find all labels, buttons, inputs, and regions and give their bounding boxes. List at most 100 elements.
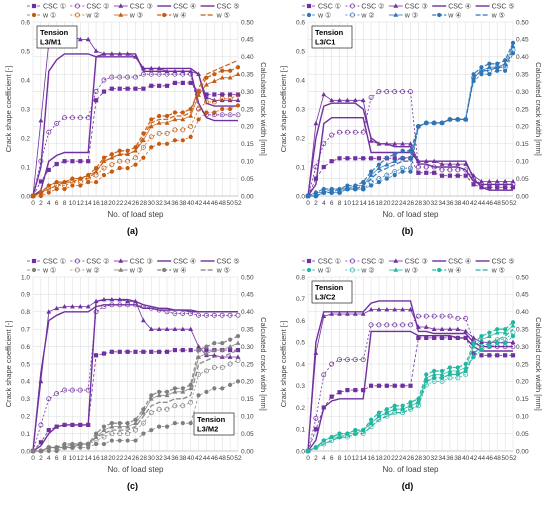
x-tick-label: 20	[108, 455, 116, 462]
series-point	[439, 326, 445, 331]
series-point	[431, 371, 437, 377]
legend-marker	[349, 258, 355, 264]
x-tick-label: 48	[494, 455, 502, 462]
x-tick-label: 14	[360, 455, 368, 462]
series-point	[62, 186, 67, 192]
series-point	[220, 68, 225, 73]
panel-title-line: L3/M2	[197, 425, 218, 434]
series-point	[463, 173, 468, 178]
series-line	[32, 53, 238, 197]
series-point	[46, 190, 51, 195]
series-point	[164, 389, 170, 394]
series-point	[337, 156, 342, 161]
series-point	[329, 361, 335, 367]
y-left-tick-label: 0.6	[296, 19, 305, 26]
series-point	[376, 410, 382, 415]
series	[305, 40, 516, 199]
series-point	[455, 173, 460, 178]
y-right-tick-label: 0.30	[516, 89, 529, 96]
series-point	[180, 421, 185, 426]
series-point	[212, 72, 217, 77]
series-point	[133, 86, 138, 91]
x-tick-label: 28	[415, 200, 423, 207]
x-tick-label: 48	[494, 200, 502, 207]
x-tick-label: 2	[314, 455, 318, 462]
legend-label: w ①	[42, 267, 56, 275]
series-line	[308, 49, 514, 197]
series-point	[392, 307, 398, 312]
series-point	[196, 117, 201, 122]
series-point	[235, 71, 241, 76]
x-tick-label: 16	[367, 200, 375, 207]
series-point	[227, 96, 233, 102]
legend-label: CSC ②	[86, 3, 109, 11]
series-point	[384, 155, 389, 160]
series-point	[235, 312, 241, 318]
series-point	[86, 173, 91, 178]
legend-item: w ③	[388, 12, 418, 20]
series-point	[494, 178, 500, 184]
series-point	[235, 92, 241, 98]
series-point	[86, 179, 91, 185]
legend-label: w ①	[42, 12, 56, 20]
y-right-tick-label: 0.10	[516, 414, 529, 421]
series-point	[180, 110, 185, 115]
series-point	[361, 179, 366, 185]
x-tick-label: 38	[179, 200, 187, 207]
series-point	[125, 438, 130, 443]
legend-item: w ④	[157, 267, 186, 275]
series-point	[164, 141, 170, 146]
series-point	[376, 165, 382, 170]
series-point	[125, 74, 131, 80]
series-point	[235, 340, 241, 345]
series-point	[368, 156, 374, 161]
series-point	[125, 431, 131, 437]
legend-item: w ②	[345, 267, 375, 275]
series-point	[447, 375, 453, 381]
legend-label: CSC ④	[173, 3, 196, 11]
legend-label: w ②	[85, 267, 99, 275]
x-tick-label: 16	[92, 455, 100, 462]
x-tick-label: 38	[454, 200, 462, 207]
series-point	[321, 438, 326, 443]
series-point	[479, 339, 484, 345]
y-right-tick-label: 0.10	[241, 414, 254, 421]
legend-marker	[118, 258, 124, 263]
series-point	[495, 68, 500, 73]
series-point	[424, 372, 429, 377]
series-point	[471, 351, 477, 357]
series-point	[157, 83, 162, 88]
y-right-tick-label: 0.05	[241, 176, 254, 183]
series-line	[33, 349, 239, 452]
series-group	[30, 297, 241, 454]
series-point	[510, 323, 516, 328]
legend-label: CSC ④	[448, 3, 471, 11]
series-point	[172, 421, 178, 426]
series-point	[392, 406, 398, 412]
series-point	[219, 96, 225, 102]
series-point	[172, 311, 178, 316]
legend-label: CSC ③	[405, 3, 428, 11]
series-point	[46, 396, 52, 402]
series-point	[495, 341, 500, 346]
series-point	[337, 357, 342, 363]
legend-item: CSC ②	[345, 3, 384, 11]
legend-item: CSC ③	[388, 3, 428, 11]
y-right-tick-label: 0.35	[241, 72, 254, 79]
y-left-tick-label: 0.6	[296, 318, 305, 325]
series-point	[510, 40, 516, 45]
series-point	[101, 351, 107, 356]
x-tick-label: 8	[338, 200, 342, 207]
series-point	[188, 326, 194, 331]
x-tick-label: 12	[77, 455, 85, 462]
series-point	[211, 347, 217, 352]
series-point	[360, 357, 366, 363]
series-point	[408, 148, 413, 153]
panel-label: (d)	[402, 481, 414, 491]
series-point	[54, 179, 59, 185]
x-tick-label: 34	[438, 200, 446, 207]
x-tick-label: 6	[330, 200, 334, 207]
x-tick-label: 36	[446, 200, 454, 207]
y-left-tick-label: 0.3	[296, 106, 305, 113]
